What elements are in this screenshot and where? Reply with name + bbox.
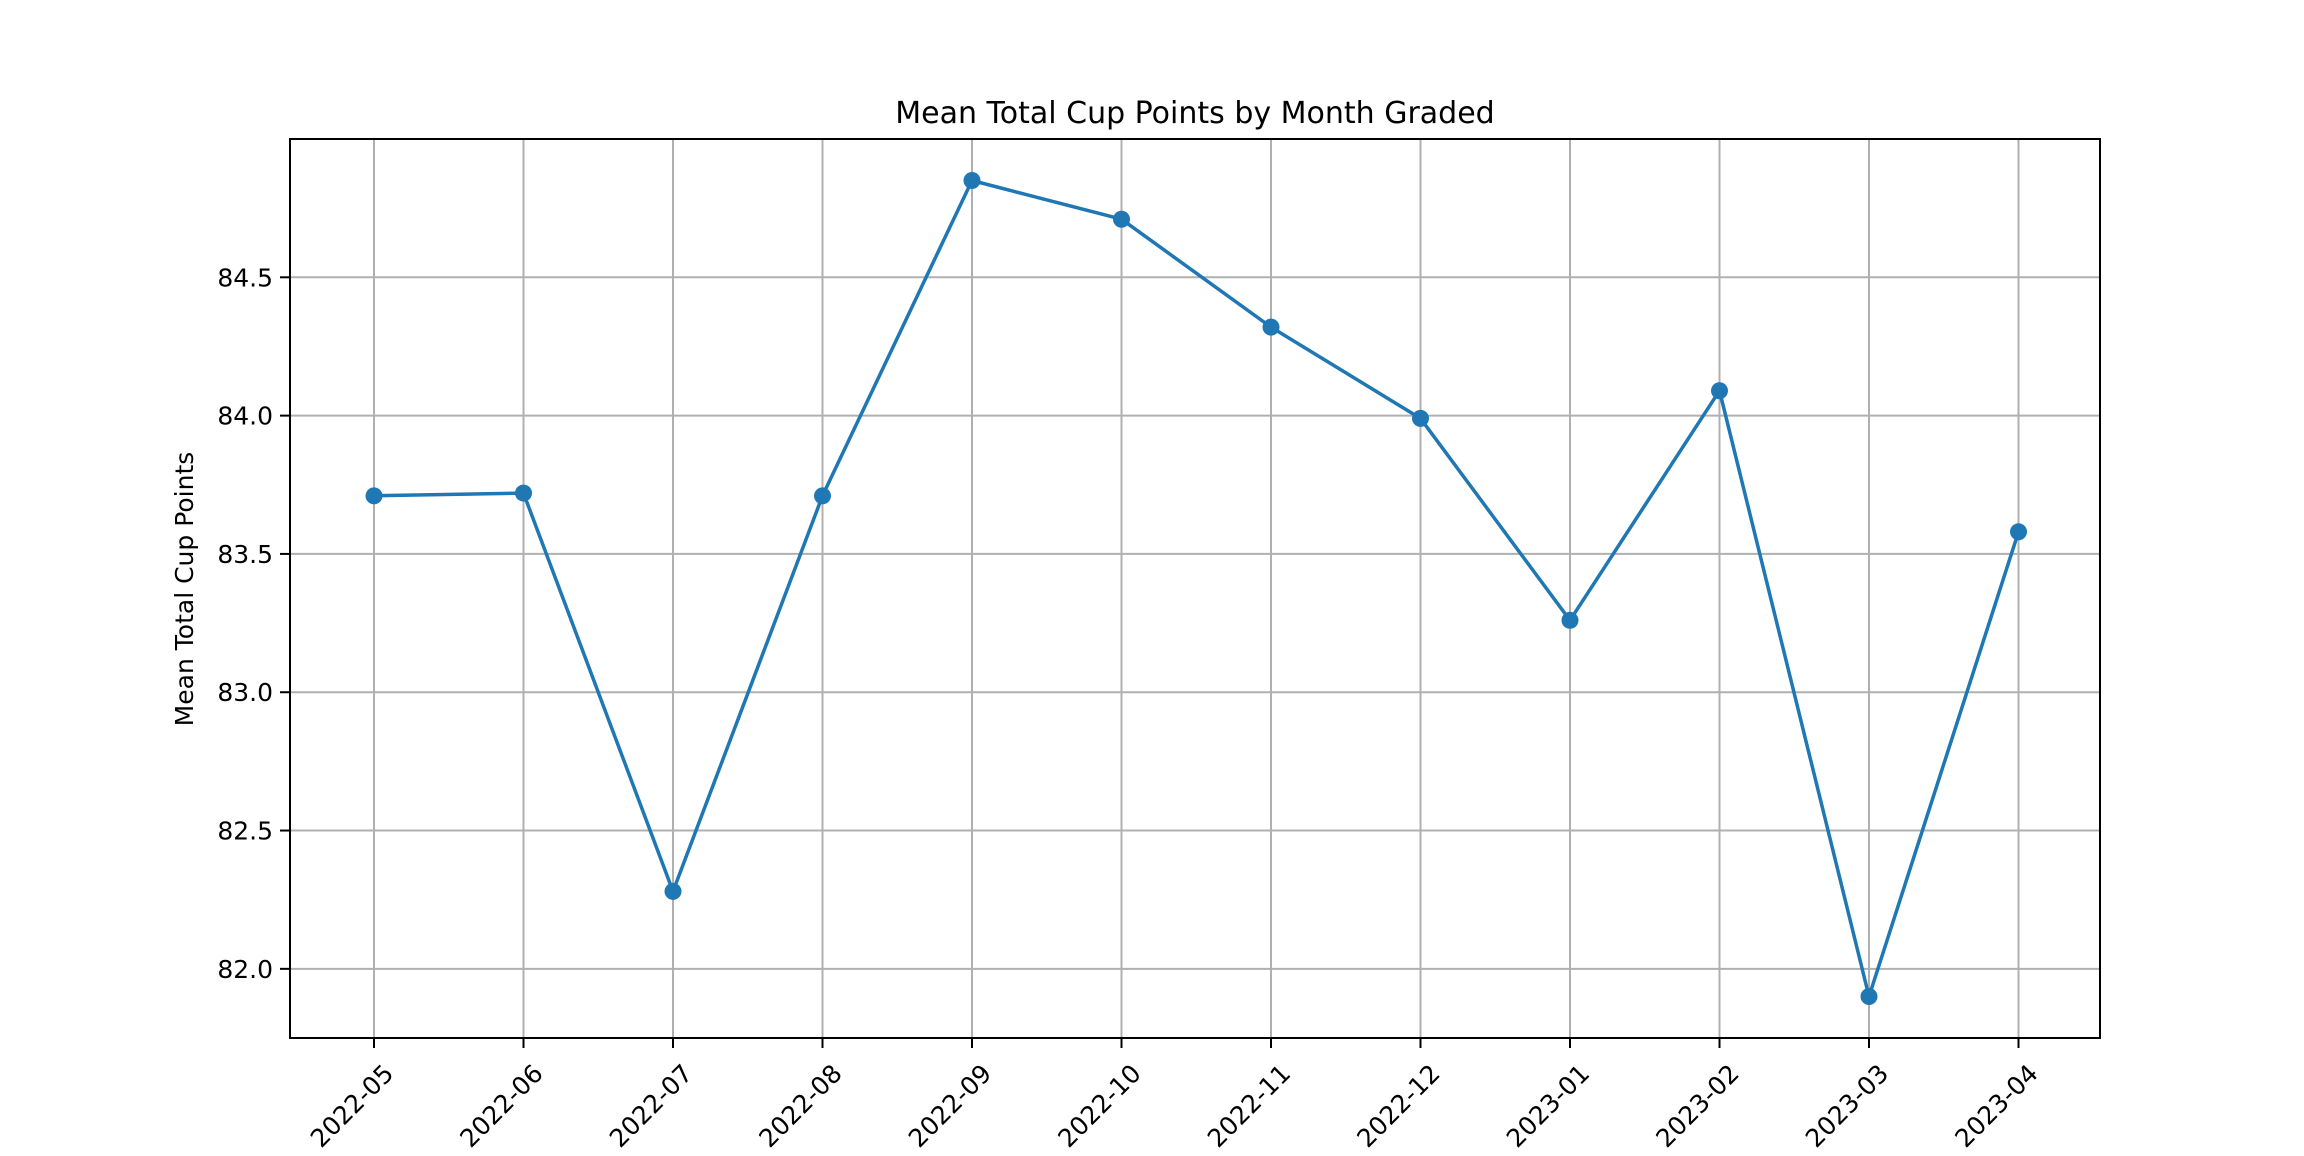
y-tick-label: 84.5 bbox=[217, 263, 273, 292]
data-point bbox=[365, 487, 383, 505]
data-point bbox=[1113, 210, 1130, 228]
y-tick-label: 83.0 bbox=[217, 678, 273, 707]
y-tick-label: 83.5 bbox=[217, 540, 273, 569]
data-point bbox=[1860, 988, 1878, 1006]
data-point bbox=[814, 487, 831, 505]
data-point bbox=[1412, 409, 1429, 427]
y-tick-label: 82.0 bbox=[217, 955, 273, 984]
series-line bbox=[373, 178, 2021, 999]
data-point bbox=[963, 171, 981, 189]
y-axis: 82.0 82.5 83.0 83.5 84.0 84.5 bbox=[217, 263, 290, 984]
data-point bbox=[1262, 318, 1280, 336]
plot-area-frame bbox=[289, 138, 2101, 1039]
chart-title: Mean Total Cup Points by Month Graded bbox=[895, 96, 1494, 131]
data-point bbox=[664, 882, 682, 900]
grid-lines bbox=[290, 139, 2100, 1038]
y-tick-label: 84.0 bbox=[217, 402, 273, 431]
data-point bbox=[2010, 523, 2027, 541]
data-point bbox=[1711, 382, 1728, 400]
data-point bbox=[515, 484, 532, 502]
y-axis-label: Mean Total Cup Points bbox=[170, 452, 199, 727]
data-point bbox=[1561, 611, 1579, 629]
data-series bbox=[365, 171, 2027, 1006]
y-tick-label: 82.5 bbox=[217, 817, 273, 846]
